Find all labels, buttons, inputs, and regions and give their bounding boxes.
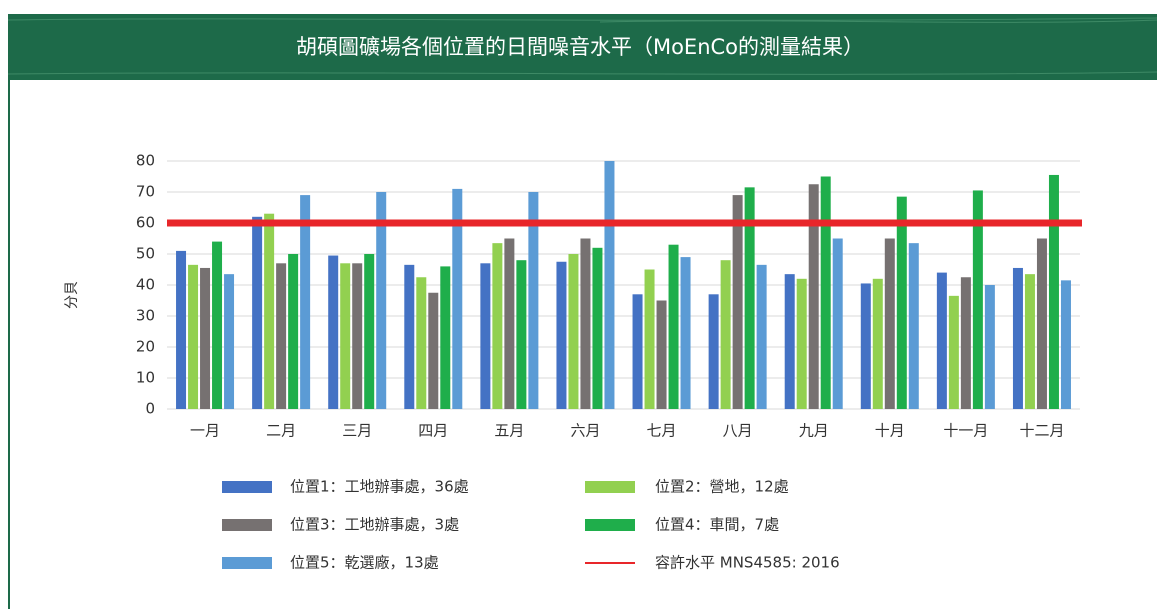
bar [896, 196, 907, 409]
bar [784, 274, 795, 409]
bar [796, 278, 807, 409]
x-tick-label: 一月 [190, 422, 220, 440]
x-tick-label: 八月 [723, 422, 753, 440]
bar [756, 264, 767, 409]
y-tick-label: 0 [145, 400, 155, 418]
bar [300, 195, 311, 409]
bar [680, 257, 691, 409]
bar [832, 238, 843, 409]
bar [884, 238, 895, 409]
bar [340, 263, 351, 409]
legend-swatch [222, 519, 272, 531]
bar [668, 244, 679, 409]
bar [212, 241, 223, 409]
bar [200, 267, 211, 409]
bar [528, 192, 539, 409]
x-tick-label: 三月 [342, 422, 372, 440]
bar [440, 266, 451, 409]
bar [948, 295, 959, 409]
x-tick-label: 七月 [647, 422, 677, 440]
legend-swatch [222, 481, 272, 493]
bar [492, 243, 503, 409]
bar [480, 263, 491, 409]
legend-label: 容許水平 MNS4585: 2016 [655, 554, 840, 572]
chart-title: 胡碩圖礦場各個位置的日間噪音水平（MoEnCo的測量結果） [296, 35, 864, 59]
bar [1060, 280, 1071, 409]
legend-swatch [585, 481, 635, 493]
bar [224, 274, 235, 409]
y-tick-label: 10 [136, 369, 155, 387]
bar [568, 254, 579, 409]
y-tick-label: 20 [136, 338, 155, 356]
bar [428, 292, 439, 409]
x-tick-label: 五月 [494, 422, 524, 440]
legend-swatch [585, 519, 635, 531]
bar [744, 187, 755, 409]
bar [364, 254, 375, 409]
x-tick-label: 二月 [266, 422, 296, 440]
bar [264, 213, 275, 409]
x-tick-label: 十二月 [1019, 422, 1064, 440]
bar [580, 238, 591, 409]
bar [452, 188, 463, 409]
bar [732, 195, 743, 409]
bar [404, 264, 415, 409]
bar [504, 238, 515, 409]
bar [808, 184, 819, 409]
legend-label: 位置1：工地辦事處，36處 [290, 478, 469, 496]
bar [860, 283, 871, 409]
bar [188, 264, 199, 409]
legend-label: 位置2：營地，12處 [655, 478, 789, 496]
x-tick-label: 六月 [570, 422, 600, 440]
bar [644, 269, 655, 409]
bar [328, 255, 339, 409]
bar [276, 263, 287, 409]
y-tick-label: 60 [136, 214, 155, 232]
header-band [8, 14, 1157, 80]
x-tick-label: 十一月 [943, 422, 988, 440]
bar [872, 278, 883, 409]
bar [1036, 238, 1047, 409]
y-tick-label: 70 [136, 183, 155, 201]
bar [376, 192, 387, 409]
legend-swatch [222, 557, 272, 569]
x-tick-label: 九月 [799, 422, 829, 440]
bar [252, 216, 263, 409]
bar [516, 260, 527, 409]
bar [1012, 267, 1023, 409]
bar [972, 190, 983, 409]
x-tick-label: 四月 [418, 422, 448, 440]
bar [960, 277, 971, 409]
legend-label: 位置3：工地辦事處，3處 [290, 516, 459, 534]
x-tick-label: 十月 [875, 422, 905, 440]
y-tick-label: 30 [136, 307, 155, 325]
bar [656, 300, 667, 409]
bar [592, 247, 603, 409]
y-tick-label: 50 [136, 245, 155, 263]
header-decoration [7, 17, 1157, 75]
bar [352, 263, 363, 409]
bar [288, 254, 299, 409]
bar [936, 272, 947, 409]
bar [556, 261, 567, 409]
bar [708, 294, 719, 409]
bar [632, 294, 643, 409]
bar [1024, 274, 1035, 409]
bar [1048, 174, 1059, 409]
bar [720, 260, 731, 409]
legend-label: 位置4：車間，7處 [655, 516, 779, 534]
y-axis-label: 分貝 [64, 281, 80, 309]
bar [604, 161, 615, 409]
bar [416, 277, 427, 409]
bar [820, 176, 831, 409]
y-tick-label: 40 [136, 276, 155, 294]
bar [908, 243, 919, 409]
bar [984, 285, 995, 409]
bar [176, 250, 187, 409]
y-tick-label: 80 [136, 152, 155, 170]
legend-label: 位置5：乾選廠，13處 [290, 554, 439, 572]
